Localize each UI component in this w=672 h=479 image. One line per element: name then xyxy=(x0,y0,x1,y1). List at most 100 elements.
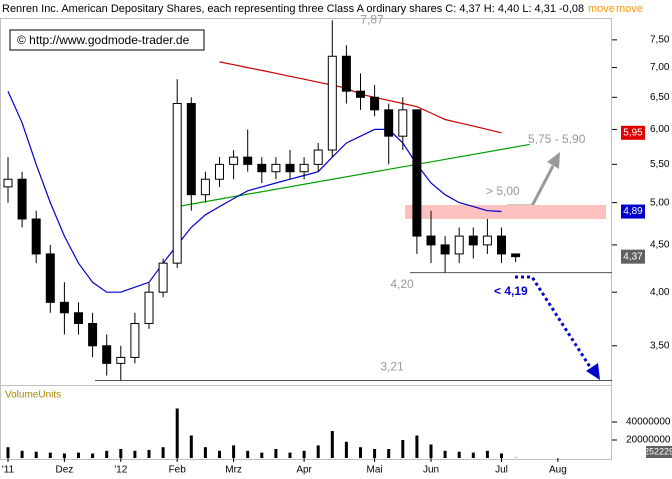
candle-body xyxy=(426,235,436,246)
volume-bar xyxy=(232,445,236,458)
volume-bar xyxy=(373,449,377,458)
volume-bar xyxy=(274,449,278,458)
resistance-zone xyxy=(405,205,606,219)
move-link[interactable]: move xyxy=(616,3,643,15)
move-link[interactable]: move xyxy=(588,3,615,15)
candle-body xyxy=(88,322,98,347)
price-label-box xyxy=(621,249,645,264)
candle-body xyxy=(17,178,27,220)
candle-body xyxy=(229,156,239,165)
candle-body xyxy=(31,218,41,255)
candle-body xyxy=(257,163,267,173)
candle-body xyxy=(356,90,365,98)
y-tick-label: 6,50 xyxy=(650,92,670,103)
volume-bar xyxy=(203,447,207,458)
volume-bar xyxy=(359,447,362,458)
y-tick-label: 5,00 xyxy=(650,197,670,208)
volume-bar xyxy=(471,452,475,458)
y-tick-label: 6,00 xyxy=(650,124,670,135)
trendline xyxy=(177,143,530,208)
volume-bar xyxy=(119,449,123,458)
y-tick-label: 4,00 xyxy=(650,287,670,298)
candle-body xyxy=(313,149,323,165)
volume-bar xyxy=(415,435,419,458)
volume-bar xyxy=(429,444,433,458)
candle-body xyxy=(482,235,492,246)
y-tick-label: 5,50 xyxy=(650,159,670,170)
candle-body xyxy=(497,235,506,255)
volume-bar xyxy=(246,450,250,458)
plot-frame xyxy=(0,18,612,460)
y-tick-label: 3,50 xyxy=(650,340,670,351)
candle-body xyxy=(440,244,450,255)
arrow-down xyxy=(515,275,594,371)
volume-bar xyxy=(20,450,24,458)
price-label: 4,37 xyxy=(623,251,643,262)
volume-bar xyxy=(457,451,461,458)
candle-body xyxy=(412,109,422,237)
volume-bar xyxy=(443,450,447,458)
x-tick-label: Jul xyxy=(495,465,508,476)
volume-tick-label: 20000000 xyxy=(626,435,671,446)
candle-body xyxy=(74,312,83,324)
volume-bar xyxy=(105,450,109,458)
candle-body xyxy=(271,163,281,173)
annotation: > 5,00 xyxy=(486,184,520,198)
x-tick-label: Jun xyxy=(423,465,439,476)
volume-value-label: 252229 xyxy=(644,446,672,456)
volume-bar xyxy=(260,452,264,458)
volume-bar xyxy=(91,453,95,458)
candle-body xyxy=(398,109,408,137)
x-tick-label: '11 xyxy=(2,465,15,476)
candle-body xyxy=(130,322,140,358)
volume-label-box xyxy=(646,446,672,458)
volume-bar xyxy=(77,452,80,458)
watermark: © http://www.godmode-trader.de xyxy=(17,33,190,47)
volume-bar xyxy=(161,447,165,458)
volume-bar xyxy=(500,453,503,458)
volume-bar xyxy=(133,450,137,458)
volume-tick-label: 40000000 xyxy=(626,417,671,428)
volume-bar xyxy=(387,449,391,458)
level-label: 4,20 xyxy=(390,277,414,291)
candle-body xyxy=(215,163,224,180)
chart-title: Renren Inc. American Depositary Shares, … xyxy=(2,3,584,15)
volume-bar xyxy=(189,435,193,458)
x-tick-label: Apr xyxy=(296,465,312,476)
x-tick-label: '12 xyxy=(114,465,127,476)
x-tick-label: Feb xyxy=(169,465,187,476)
x-tick-label: Mrz xyxy=(225,465,242,476)
price-label: 5,95 xyxy=(623,127,643,138)
candle-body xyxy=(327,55,337,151)
candle-body xyxy=(3,178,13,188)
x-tick-label: Aug xyxy=(549,465,567,476)
volume-bar xyxy=(48,452,52,458)
candle-body xyxy=(468,235,478,246)
candle-body xyxy=(116,356,126,364)
volume-bar xyxy=(288,452,292,458)
volume-bar xyxy=(344,441,348,458)
price-label-box xyxy=(621,204,645,219)
annotation: 5,75 - 5,90 xyxy=(528,132,586,146)
candle-body xyxy=(45,253,55,303)
volume-bar xyxy=(401,440,405,458)
price-label-box xyxy=(621,125,645,140)
candle-body xyxy=(243,156,253,165)
level-label: 7,87 xyxy=(360,13,384,27)
y-tick-label: 7,00 xyxy=(650,62,670,73)
volume-bar xyxy=(316,445,320,458)
candle-body xyxy=(285,163,295,173)
watermark-box xyxy=(9,29,205,51)
volume-bar xyxy=(6,447,10,458)
annotation: < 4,19 xyxy=(494,284,528,298)
candle-body xyxy=(144,291,154,324)
volume-label: VolumeUnits xyxy=(5,390,61,401)
volume-bar xyxy=(330,431,334,458)
candle-body xyxy=(200,178,210,196)
arrowhead xyxy=(547,152,560,169)
candle-body xyxy=(186,103,196,196)
level-label: 3,21 xyxy=(380,360,404,374)
volume-bar xyxy=(34,451,38,458)
